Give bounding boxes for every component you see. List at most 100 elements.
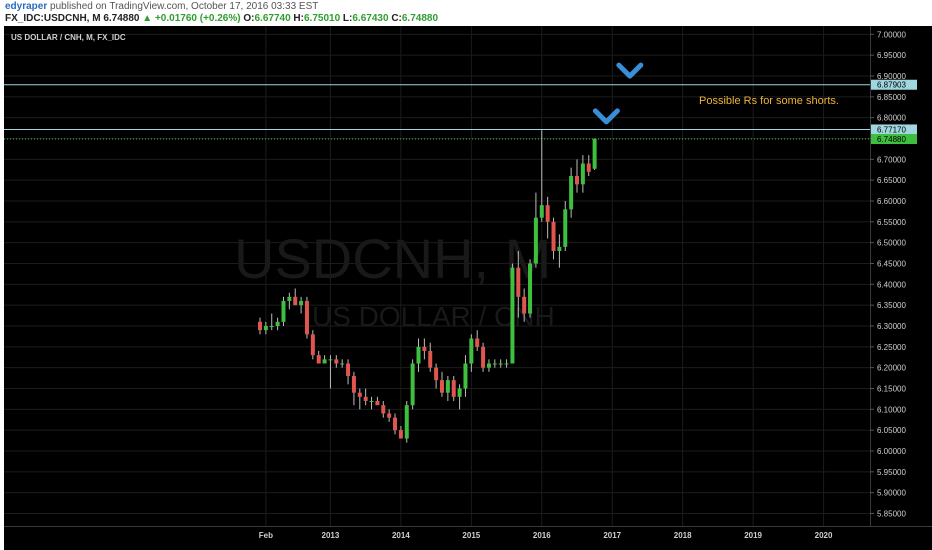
candlestick-chart[interactable]: USDCNH, M US DOLLAR / CNH US DOLLAR / CN… [4, 26, 932, 550]
y-tick-label: 6.00000 [877, 447, 906, 456]
symbol-label: FX_IDC:USDCNH, M [5, 13, 101, 24]
candle-body [258, 321, 262, 331]
x-tick-label: 2015 [462, 531, 480, 540]
high-value: 6.75010 [303, 13, 341, 24]
y-tick-label: 7.00000 [877, 30, 906, 39]
candle-body [410, 363, 415, 406]
candle-body [522, 296, 527, 314]
y-tick-label: 6.05000 [877, 426, 906, 435]
y-tick-label: 5.90000 [877, 489, 906, 498]
candle-body [592, 139, 597, 169]
candle-body [481, 346, 486, 368]
y-tick-label: 6.10000 [877, 405, 906, 414]
y-tick-label: 6.65000 [877, 176, 906, 185]
y-tick-label: 6.25000 [877, 343, 906, 352]
last-price-label-box [871, 134, 917, 144]
resistance-label-box [871, 79, 917, 90]
candle-body [310, 334, 315, 356]
arrow-down-icon [592, 108, 620, 125]
candle-body [498, 363, 503, 365]
arrows [592, 62, 644, 125]
price-axis[interactable]: 7.000006.950006.900006.850006.800006.750… [870, 26, 932, 550]
chart-area[interactable]: USDCNH, M US DOLLAR / CNH US DOLLAR / CN… [4, 26, 932, 550]
x-tick-label: 2018 [674, 531, 692, 540]
chart-background [4, 26, 932, 550]
candle-body [457, 388, 462, 397]
low-value: 6.67430 [352, 13, 389, 24]
candle-body [563, 209, 568, 247]
candle-body [293, 296, 298, 306]
candle-body [586, 163, 591, 172]
y-tick-label: 6.45000 [877, 260, 906, 269]
candle-body [516, 267, 521, 297]
candle-body [510, 267, 515, 364]
candle-body [404, 405, 409, 439]
open-value: 6.67740 [254, 13, 291, 24]
y-tick-label: 6.95000 [877, 51, 906, 60]
candle-body [316, 355, 321, 364]
candles [258, 130, 597, 443]
candle-body [363, 396, 368, 401]
candle-body [263, 326, 268, 331]
candle-body [328, 359, 333, 361]
low-label: L: [342, 13, 353, 24]
grid [4, 26, 870, 526]
y-tick-label: 6.90000 [877, 72, 906, 81]
x-tick-label: Feb [259, 531, 273, 540]
candle-body [398, 430, 403, 439]
candle-body [569, 176, 574, 210]
close-value: 6.74880 [401, 13, 439, 24]
y-tick-label: 5.85000 [877, 510, 906, 519]
candle-body [281, 301, 286, 322]
resistance-label: 6.77170 [877, 125, 906, 134]
candle-body [393, 417, 398, 431]
candle-body [551, 221, 556, 251]
candle-body [557, 246, 562, 251]
y-tick-label: 6.35000 [877, 301, 906, 310]
candle-body [387, 413, 392, 418]
change-value: +0.01760 (+0.26%) [154, 13, 241, 24]
candle-body [580, 163, 585, 185]
up-triangle-icon: ▲ [142, 13, 153, 24]
candle-body [439, 380, 444, 393]
publish-line: edyraper published on TradingView.com, O… [5, 1, 318, 12]
time-axis[interactable]: Feb 2013 2014 2015 2016 2017 2018 2019 2020 [4, 526, 932, 541]
high-label: H: [293, 13, 304, 24]
x-tick-label: 2017 [603, 531, 621, 540]
last-price: 6.74880 [103, 13, 140, 24]
chart-header: edyraper published on TradingView.com, O… [0, 0, 932, 26]
candle-body [528, 263, 533, 314]
candle-body [475, 338, 480, 347]
y-tick-label: 6.30000 [877, 322, 906, 331]
x-tick-label: 2019 [744, 531, 762, 540]
x-tick-label: 2014 [392, 531, 410, 540]
candle-body [469, 338, 474, 364]
author-link[interactable]: edyraper [5, 1, 48, 12]
candle-body [381, 405, 386, 414]
resistance-label-box [871, 124, 917, 135]
candle-body [492, 363, 497, 365]
publish-info: published on TradingView.com, October 17… [50, 1, 319, 12]
candle-body [334, 359, 339, 364]
candle-body [445, 380, 450, 393]
horizontal-lines [4, 84, 870, 140]
candle-body [575, 176, 579, 185]
x-tick-label: 2020 [815, 531, 833, 540]
candle-body [422, 346, 427, 351]
resistance-label: 6.87903 [877, 81, 906, 90]
quote-line: FX_IDC:USDCNH, M 6.74880 ▲ +0.01760 (+0.… [5, 13, 438, 24]
candle-body [351, 376, 356, 393]
y-tick-label: 6.85000 [877, 93, 906, 102]
y-tick-label: 6.50000 [877, 239, 906, 248]
watermark-symbol: USDCNH, M [234, 227, 551, 290]
x-tick-label: 2016 [533, 531, 551, 540]
candle-body [375, 401, 380, 406]
y-tick-label: 6.55000 [877, 218, 906, 227]
last-price-label: 6.74880 [877, 135, 906, 144]
price-axis-panel [870, 26, 932, 550]
x-tick-label: 2013 [322, 531, 340, 540]
y-tick-label: 6.60000 [877, 197, 906, 206]
close-label: C: [391, 13, 402, 24]
chart-title: US DOLLAR / CNH, M, FX_IDC [11, 33, 126, 42]
candle-body [322, 359, 327, 364]
